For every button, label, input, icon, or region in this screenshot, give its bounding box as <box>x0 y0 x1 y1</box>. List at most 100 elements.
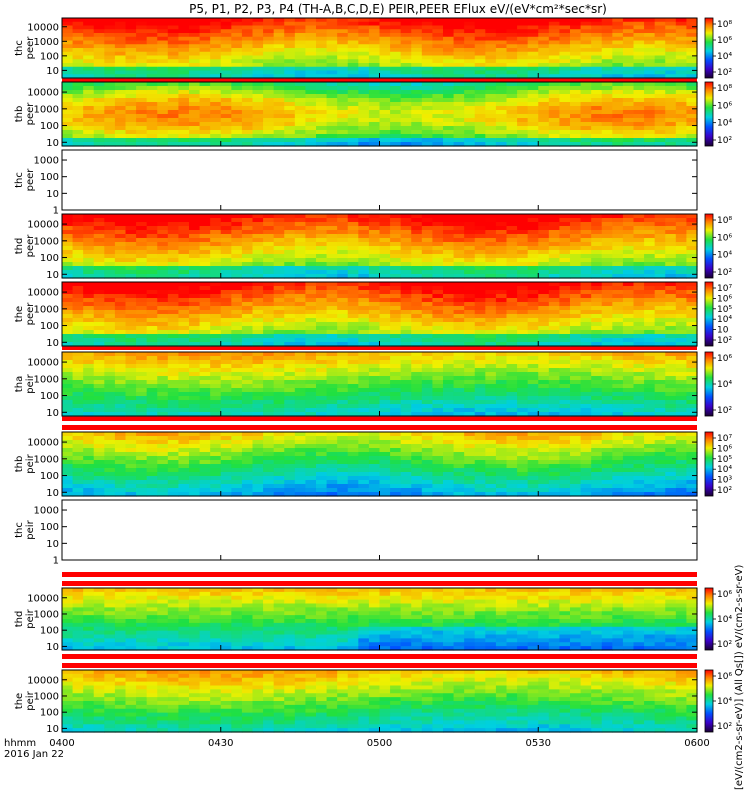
spectrogram-cell <box>348 298 359 303</box>
spectrogram-cell <box>602 230 613 235</box>
spectrogram-cell <box>200 330 211 335</box>
spectrogram-cell <box>73 270 84 275</box>
spectrogram-cell <box>83 52 94 56</box>
spectrogram-cell <box>390 262 401 267</box>
spectrogram-cell <box>549 122 560 127</box>
spectrogram-cell <box>380 314 391 319</box>
spectrogram-cell <box>136 294 147 299</box>
spectrogram-cell <box>147 318 158 323</box>
spectrogram-cell <box>316 286 327 291</box>
spectrogram-cell <box>115 52 126 56</box>
spectrogram-cell <box>104 380 115 385</box>
spectrogram-cell <box>612 52 623 56</box>
spectrogram-cell <box>612 106 623 111</box>
spectrogram-cell <box>411 134 422 139</box>
spectrogram-cell <box>591 314 602 319</box>
spectrogram-cell <box>94 114 105 119</box>
spectrogram-cell <box>73 246 84 251</box>
spectrogram-cell <box>327 380 338 385</box>
spectrogram-cell <box>316 368 327 373</box>
spectrogram-cell <box>147 56 158 60</box>
spectrogram-cell <box>380 262 391 267</box>
spectrogram-cell <box>485 86 496 91</box>
spectrogram-cell <box>591 52 602 56</box>
spectrogram-cell <box>263 33 274 37</box>
spectrogram-cell <box>496 126 507 131</box>
spectrogram-cell <box>538 360 549 365</box>
spectrogram-cell <box>284 71 295 75</box>
spectrogram-cell <box>454 396 465 401</box>
spectrogram-cell <box>157 254 168 259</box>
spectrogram-cell <box>337 86 348 91</box>
spectrogram-cell <box>644 330 655 335</box>
spectrogram-cell <box>189 37 200 41</box>
spectrogram-cell <box>210 63 221 67</box>
panel-frame <box>62 150 697 210</box>
spectrogram-cell <box>559 126 570 131</box>
spectrogram-cell <box>401 126 412 131</box>
spectrogram-cell <box>422 338 433 343</box>
spectrogram-cell <box>475 250 486 255</box>
spectrogram-cell <box>538 82 549 87</box>
spectrogram-cell <box>178 134 189 139</box>
spectrogram-cell <box>104 330 115 335</box>
spectrogram-cell <box>263 126 274 131</box>
spectrogram-cell <box>295 102 306 107</box>
spectrogram-cell <box>559 404 570 409</box>
spectrogram-cell <box>253 388 264 393</box>
spectrogram-cell <box>401 33 412 37</box>
spectrogram-cell <box>147 290 158 295</box>
spectrogram-cell <box>327 126 338 131</box>
spectrogram-cell <box>263 18 274 22</box>
spectrogram-cell <box>136 130 147 135</box>
spectrogram-cell <box>231 118 242 123</box>
spectrogram-cell <box>686 37 697 41</box>
spectrogram-cell <box>432 302 443 307</box>
spectrogram-cell <box>115 322 126 327</box>
spectrogram-cell <box>253 126 264 131</box>
spectrogram-cell <box>221 94 232 99</box>
spectrogram-cell <box>485 63 496 67</box>
spectrogram-cell <box>348 94 359 99</box>
spectrogram-cell <box>401 94 412 99</box>
spectrogram-cell <box>263 238 274 243</box>
spectrogram-cell <box>62 452 73 457</box>
spectrogram-cell <box>655 218 666 223</box>
spectrogram-cell <box>528 29 539 33</box>
spectrogram-cell <box>390 368 401 373</box>
spectrogram-cell <box>295 82 306 87</box>
spectrogram-cell <box>94 71 105 75</box>
spectrogram-cell <box>570 270 581 275</box>
spectrogram-cell <box>147 302 158 307</box>
spectrogram-cell <box>168 282 179 287</box>
spectrogram-cell <box>528 110 539 115</box>
spectrogram-cell <box>200 110 211 115</box>
spectrogram-cell <box>401 122 412 127</box>
spectrogram-cell <box>676 326 687 331</box>
spectrogram-cell <box>168 294 179 299</box>
spectrogram-cell <box>284 214 295 219</box>
spectrogram-cell <box>612 310 623 315</box>
spectrogram-cell <box>422 29 433 33</box>
spectrogram-cell <box>538 372 549 377</box>
spectrogram-cell <box>496 18 507 22</box>
spectrogram-cell <box>602 282 613 287</box>
spectrogram-cell <box>189 86 200 91</box>
spectrogram-cell <box>432 102 443 107</box>
spectrogram-cell <box>168 134 179 139</box>
spectrogram-cell <box>390 404 401 409</box>
spectrogram-cell <box>432 356 443 361</box>
spectrogram-cell <box>284 384 295 389</box>
spectrogram-cell <box>83 310 94 315</box>
spectrogram-cell <box>380 44 391 48</box>
spectrogram-cell <box>538 338 549 343</box>
spectrogram-cell <box>528 392 539 397</box>
spectrogram-cell <box>337 294 348 299</box>
spectrogram-cell <box>147 94 158 99</box>
spectrogram-cell <box>549 71 560 75</box>
spectrogram-cell <box>485 318 496 323</box>
spectrogram-cell <box>210 338 221 343</box>
spectrogram-cell <box>284 282 295 287</box>
spectrogram-cell <box>178 360 189 365</box>
spectrogram-cell <box>612 222 623 227</box>
